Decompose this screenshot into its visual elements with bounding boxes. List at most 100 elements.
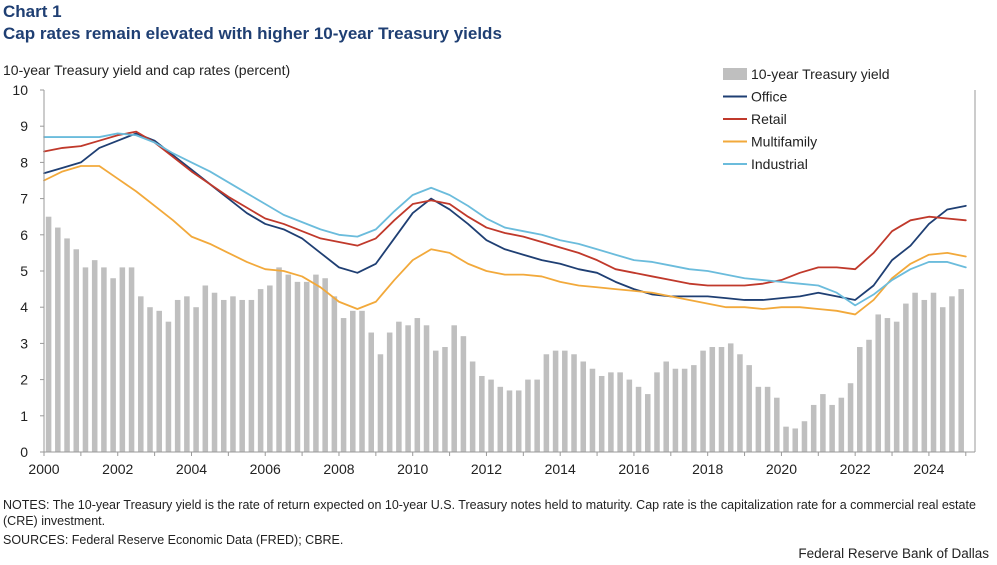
treasury-bar	[958, 289, 964, 452]
treasury-bar	[617, 372, 623, 452]
treasury-bar	[930, 292, 937, 452]
treasury-bar	[820, 394, 826, 452]
treasury-bar	[64, 238, 70, 452]
treasury-bar	[193, 307, 199, 452]
treasury-bar	[672, 368, 679, 452]
treasury-bar	[691, 365, 697, 452]
treasury-bar	[313, 274, 319, 452]
treasury-bar	[847, 383, 854, 452]
treasury-bar	[857, 347, 863, 452]
treasury-bar	[386, 332, 393, 452]
treasury-bar	[580, 361, 587, 452]
treasury-bar	[866, 339, 872, 452]
treasury-bar	[552, 350, 559, 452]
treasury-bar	[893, 321, 900, 452]
y-tick-label: 3	[20, 335, 28, 351]
treasury-bar	[276, 267, 282, 452]
treasury-bar	[506, 390, 513, 452]
x-tick-label: 2018	[692, 461, 723, 477]
treasury-bar	[423, 325, 430, 452]
legend-label-retail: Retail	[751, 111, 787, 127]
treasury-bar	[497, 386, 504, 452]
treasury-bar	[248, 299, 255, 452]
treasury-bar	[525, 379, 531, 452]
treasury-bar	[515, 390, 522, 452]
x-tick-label: 2024	[913, 461, 944, 477]
legend-layer: 10-year Treasury yield Office Retail Multif…	[723, 66, 890, 172]
treasury-bar	[829, 404, 835, 452]
treasury-bar	[543, 354, 550, 452]
legend-label-treasury: 10-year Treasury yield	[751, 66, 890, 82]
treasury-bar	[608, 372, 614, 452]
y-tick-label: 5	[20, 263, 28, 279]
treasury-bar	[949, 296, 955, 452]
legend-label-industrial: Industrial	[751, 156, 808, 172]
y-tick-label: 6	[20, 227, 28, 243]
x-tick-label: 2014	[545, 461, 576, 477]
x-tick-label: 2022	[840, 461, 871, 477]
treasury-bar	[119, 267, 126, 452]
treasury-bar	[635, 386, 642, 452]
treasury-bar	[801, 421, 808, 452]
treasury-bar	[903, 303, 909, 452]
treasury-bar	[460, 336, 467, 452]
x-tick-label: 2010	[397, 461, 428, 477]
chart-number: Chart 1	[3, 2, 62, 21]
treasury-bar	[211, 292, 218, 452]
treasury-bar	[663, 361, 669, 452]
treasury-bar	[285, 274, 292, 452]
treasury-bar	[838, 397, 845, 452]
treasury-bar	[165, 321, 172, 452]
x-tick-label: 2008	[323, 461, 354, 477]
treasury-bar	[230, 296, 236, 452]
axes-layer: 0 1 2 3 4 5 6 7 8 9 10 2000 2002 2004 2006 2008 2010 2012…	[12, 82, 976, 477]
treasury-bar	[764, 386, 771, 452]
credit-text: Federal Reserve Bank of Dallas	[798, 546, 989, 561]
y-axis-label: 10-year Treasury yield and cap rates (pe…	[3, 62, 291, 78]
series-line-industrial	[43, 132, 967, 307]
series-line-office	[43, 132, 967, 301]
treasury-bar	[45, 216, 52, 452]
chart-title: Cap rates remain elevated with higher 10…	[3, 24, 502, 43]
treasury-bar	[645, 394, 651, 452]
treasury-bar	[174, 299, 181, 452]
treasury-bar	[709, 347, 716, 452]
treasury-bar	[405, 325, 411, 452]
treasury-bar	[681, 368, 688, 452]
legend-label-office: Office	[751, 89, 788, 105]
treasury-bar	[562, 350, 568, 452]
treasury-bar	[359, 310, 365, 452]
treasury-bar	[91, 260, 98, 452]
treasury-bar	[303, 281, 310, 452]
series-line-multifamily	[43, 165, 967, 316]
treasury-bar	[239, 299, 245, 452]
treasury-bar	[875, 314, 881, 452]
y-tick-label: 10	[12, 82, 28, 98]
x-tick-label: 2016	[618, 461, 649, 477]
treasury-bar	[534, 379, 540, 452]
x-tick-label: 2004	[176, 461, 207, 477]
treasury-bar	[432, 350, 439, 452]
y-tick-label: 0	[20, 444, 28, 460]
y-tick-label: 8	[20, 154, 28, 170]
treasury-bar	[755, 386, 762, 452]
treasury-bar	[331, 296, 338, 452]
treasury-bar	[654, 372, 660, 452]
treasury-bar	[128, 267, 135, 452]
treasury-bar	[202, 285, 209, 452]
treasury-bar	[479, 375, 485, 452]
treasury-bar	[921, 299, 928, 452]
y-tick-label: 2	[20, 372, 28, 388]
treasury-bar	[912, 292, 918, 452]
treasury-bar	[184, 296, 190, 452]
treasury-bar	[727, 343, 734, 452]
series-line-retail	[43, 130, 967, 287]
treasury-bar	[939, 307, 946, 452]
legend-label-multifamily: Multifamily	[751, 134, 817, 150]
treasury-bar	[414, 318, 421, 452]
treasury-bar	[451, 325, 457, 452]
treasury-bar	[718, 347, 725, 452]
treasury-bar	[783, 426, 789, 452]
treasury-bar	[294, 281, 301, 452]
treasury-bar	[147, 307, 153, 452]
